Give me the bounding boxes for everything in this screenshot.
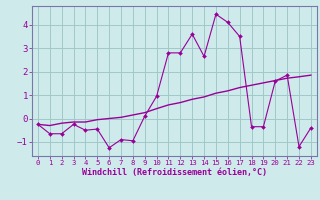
X-axis label: Windchill (Refroidissement éolien,°C): Windchill (Refroidissement éolien,°C) (82, 168, 267, 177)
